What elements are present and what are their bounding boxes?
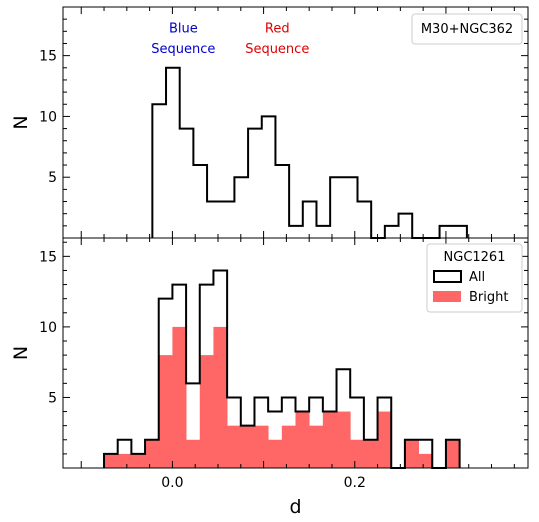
- bar-bright-14: [295, 411, 310, 468]
- top-histogram-panel: 5 10 15 N Blue Sequence Red Sequence M30+NGC362: [10, 6, 529, 239]
- legend-label-all: All: [469, 270, 485, 285]
- bar-bright-20: [377, 411, 392, 468]
- bar-bright-10: [240, 425, 255, 468]
- bar-bright-2: [131, 453, 146, 468]
- y-axis-label: N: [10, 346, 32, 360]
- bar-bright-6: [186, 439, 201, 468]
- bar-bright-25: [445, 439, 461, 468]
- bar-bright-22: [404, 439, 419, 468]
- bar-bright-23: [418, 453, 433, 468]
- bar-bright-16: [322, 411, 337, 468]
- y-tick-label: 5: [48, 390, 57, 406]
- y-tick-label: 5: [48, 170, 57, 186]
- bar-bright-4: [158, 355, 173, 468]
- legend-label-bright: Bright: [469, 290, 508, 305]
- bar-bright-9: [227, 425, 242, 468]
- y-tick-label: 15: [39, 49, 57, 65]
- y-tick-label: 10: [39, 320, 57, 336]
- bar-bright-7: [199, 355, 214, 468]
- x-tick-label: 0.0: [161, 475, 183, 491]
- annotation-blue: Blue: [169, 22, 198, 37]
- bar-bright-13: [281, 425, 296, 468]
- bar-bright-15: [309, 425, 324, 468]
- annotation-sequence: Sequence: [151, 42, 215, 57]
- bar-bright-19: [363, 439, 378, 468]
- legend-box: [411, 13, 523, 45]
- bar-bright-17: [336, 411, 351, 468]
- x-tick-label: 0.2: [344, 475, 366, 491]
- bar-bright-11: [254, 425, 269, 468]
- bar-bright-8: [213, 326, 228, 468]
- annotation-sequence: Sequence: [245, 42, 309, 57]
- y-tick-label: 15: [39, 249, 57, 265]
- bar-bright-12: [268, 439, 283, 468]
- y-axis-label: N: [10, 115, 32, 129]
- legend-swatch-bright: [433, 291, 461, 302]
- bar-bright-1: [117, 453, 132, 468]
- annotation-red: Red: [265, 22, 290, 37]
- y-tick-label: 10: [39, 109, 57, 125]
- step-line-histogram: [151, 66, 468, 239]
- legend-swatch-all: [433, 270, 462, 283]
- legend-title: M30+NGC362: [421, 22, 513, 37]
- legend-title: NGC1261: [444, 250, 506, 265]
- x-axis-label: d: [289, 496, 301, 518]
- bar-bright-5: [172, 326, 187, 468]
- bar-bright-3: [145, 439, 160, 468]
- bar-bright-18: [350, 439, 365, 468]
- plot-frame: [62, 237, 529, 469]
- bar-bright-0: [104, 453, 119, 468]
- bottom-histogram-panel: 5 10 15 0.0 0.2 Nd NGC1261 All Bright: [10, 237, 529, 518]
